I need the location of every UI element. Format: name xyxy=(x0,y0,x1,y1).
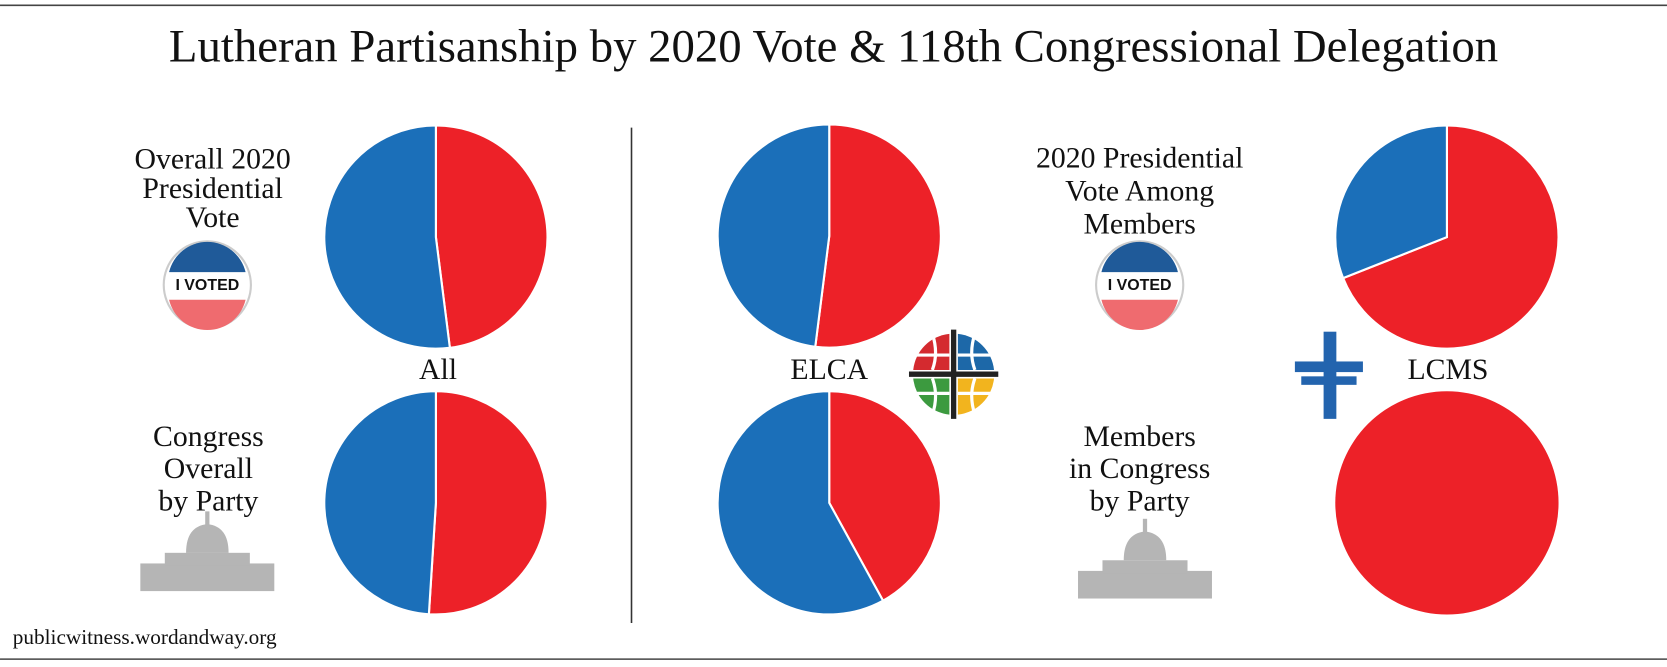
row-label: Vote xyxy=(186,201,240,234)
pie-slice xyxy=(434,124,549,350)
badge-text: I VOTED xyxy=(175,277,239,294)
row-label: Members xyxy=(1083,420,1195,453)
pies xyxy=(323,123,1560,616)
voted-badge: I VOTED xyxy=(1095,240,1185,331)
group-label: ELCA xyxy=(790,353,868,386)
row-label: Presidential xyxy=(142,172,282,205)
group-label: LCMS xyxy=(1407,353,1488,386)
group-label: All xyxy=(419,353,457,386)
pie-slice xyxy=(1341,124,1560,350)
pie-slice xyxy=(323,124,452,350)
capitol-icon xyxy=(1078,518,1212,599)
source: publicwitness.wordandway.org xyxy=(13,625,277,649)
pie-slice xyxy=(814,123,942,349)
group-labels: All ELCA LCMS xyxy=(419,353,1488,386)
row-label: Members xyxy=(1083,207,1195,240)
pie-slice xyxy=(716,390,885,616)
elca-logo xyxy=(908,329,999,419)
badge-text: I VOTED xyxy=(1108,277,1172,294)
pie-slice xyxy=(323,390,437,616)
row-label: Overall xyxy=(164,452,253,485)
pie-slice xyxy=(828,390,942,603)
lcms-logo xyxy=(1294,331,1363,419)
row-label: 2020 Presidential xyxy=(1036,141,1243,174)
row-label: Congress xyxy=(153,420,264,453)
capitol-icon xyxy=(140,511,275,592)
voted-badge: I VOTED xyxy=(162,240,252,331)
title: Lutheran Partisanship by 2020 Vote & 118… xyxy=(169,21,1498,73)
pie-slice xyxy=(427,390,549,616)
row-label: by Party xyxy=(1090,485,1190,518)
pie-slice xyxy=(1334,124,1448,280)
row-labels: Overall 2020 Presidential Vote Congress … xyxy=(135,141,1244,517)
pie-slice xyxy=(716,123,831,348)
row-label: Overall 2020 xyxy=(135,142,291,175)
row-label: Vote Among xyxy=(1065,174,1214,207)
row-label: in Congress xyxy=(1069,452,1210,485)
pie-slice xyxy=(1335,391,1559,615)
